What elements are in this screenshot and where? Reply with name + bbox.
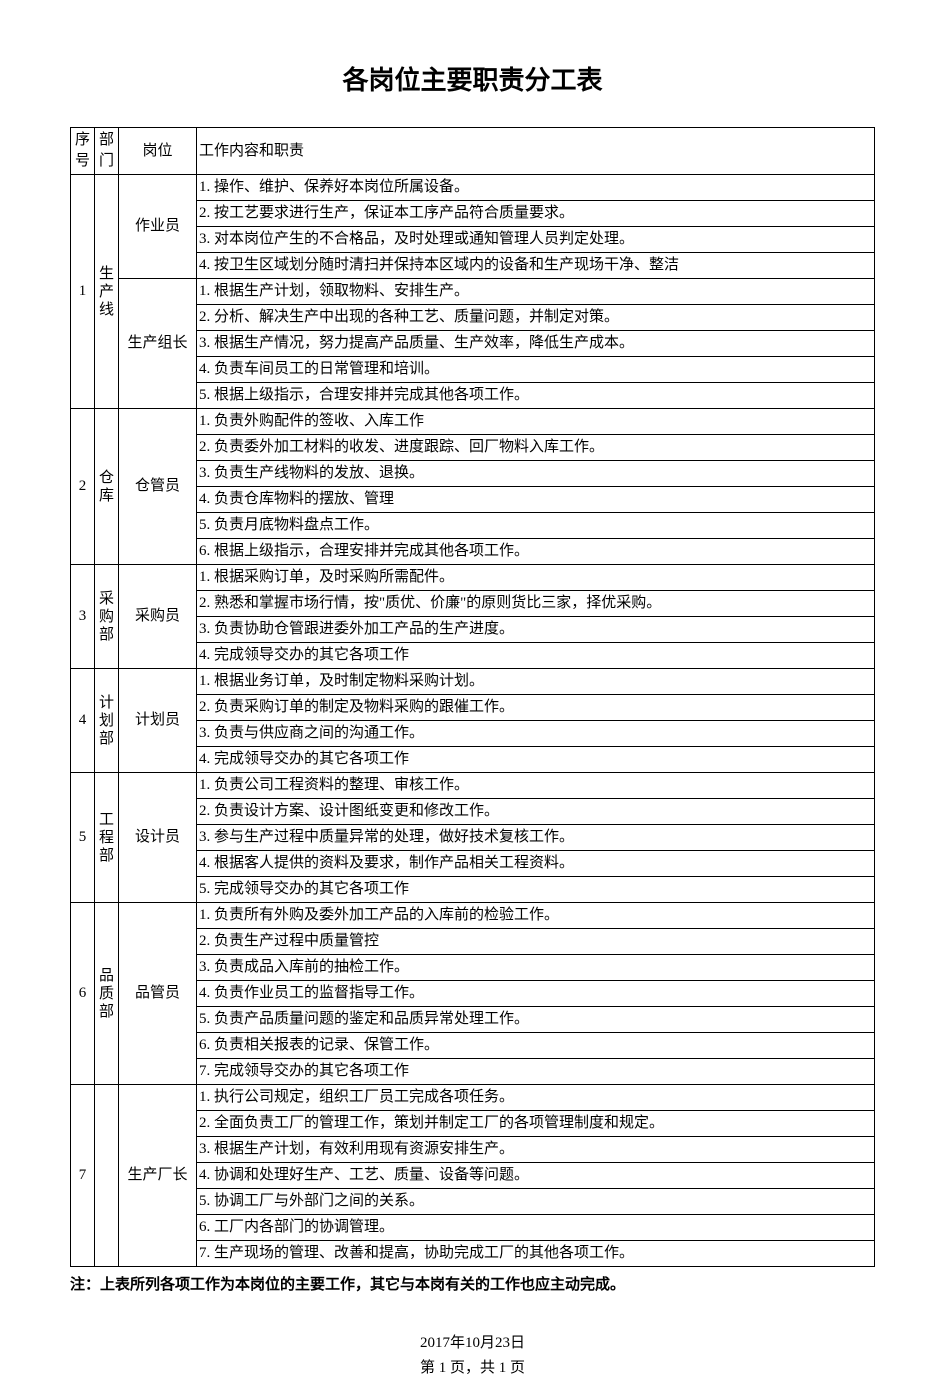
seq-cell: 1 [71,175,95,409]
footnote: 注：上表所列各项工作为本岗位的主要工作，其它与本岗有关的工作也应主动完成。 [70,1275,875,1296]
seq-cell: 7 [71,1085,95,1267]
duty-cell: 2. 全面负责工厂的管理工作，策划并制定工厂的各项管理制度和规定。 [197,1111,875,1137]
header-duty: 工作内容和职责 [197,128,875,175]
duty-cell: 3. 负责协助仓管跟进委外加工产品的生产进度。 [197,617,875,643]
table-row: 生产组长1. 根据生产计划，领取物料、安排生产。 [71,279,875,305]
duty-cell: 4. 按卫生区域划分随时清扫并保持本区域内的设备和生产现场干净、整洁 [197,253,875,279]
duty-cell: 3. 负责成品入库前的抽检工作。 [197,955,875,981]
seq-cell: 2 [71,409,95,565]
duty-cell: 2. 负责委外加工材料的收发、进度跟踪、回厂物料入库工作。 [197,435,875,461]
header-dept: 部门 [95,128,119,175]
duty-cell: 1. 操作、维护、保养好本岗位所属设备。 [197,175,875,201]
duty-cell: 1. 负责外购配件的签收、入库工作 [197,409,875,435]
duty-cell: 6. 负责相关报表的记录、保管工作。 [197,1033,875,1059]
duty-cell: 7. 完成领导交办的其它各项工作 [197,1059,875,1085]
duty-cell: 5. 根据上级指示，合理安排并完成其他各项工作。 [197,383,875,409]
page-number: 第 1 页，共 1 页 [70,1356,875,1377]
position-cell: 品管员 [119,903,197,1085]
duty-cell: 1. 负责公司工程资料的整理、审核工作。 [197,773,875,799]
header-seq: 序号 [71,128,95,175]
position-cell: 生产组长 [119,279,197,409]
seq-cell: 6 [71,903,95,1085]
dept-cell: 仓库 [95,409,119,565]
page-title: 各岗位主要职责分工表 [70,60,875,97]
duty-cell: 2. 熟悉和掌握市场行情，按"质优、价廉"的原则货比三家，择优采购。 [197,591,875,617]
table-row: 2仓库仓管员1. 负责外购配件的签收、入库工作 [71,409,875,435]
duty-cell: 4. 负责仓库物料的摆放、管理 [197,487,875,513]
duty-cell: 1. 根据生产计划，领取物料、安排生产。 [197,279,875,305]
header-position: 岗位 [119,128,197,175]
duty-cell: 6. 根据上级指示，合理安排并完成其他各项工作。 [197,539,875,565]
duty-cell: 1. 根据采购订单，及时采购所需配件。 [197,565,875,591]
table-row: 4计划部计划员1. 根据业务订单，及时制定物料采购计划。 [71,669,875,695]
table-row: 3采购部采购员1. 根据采购订单，及时采购所需配件。 [71,565,875,591]
duty-cell: 2. 负责生产过程中质量管控 [197,929,875,955]
position-cell: 设计员 [119,773,197,903]
duty-cell: 7. 生产现场的管理、改善和提高，协助完成工厂的其他各项工作。 [197,1241,875,1267]
position-cell: 采购员 [119,565,197,669]
dept-cell: 品质部 [95,903,119,1085]
duty-cell: 4. 完成领导交办的其它各项工作 [197,643,875,669]
responsibilities-table: 序号 部门 岗位 工作内容和职责 1生产线作业员1. 操作、维护、保养好本岗位所… [70,127,875,1267]
position-cell: 生产厂长 [119,1085,197,1267]
table-row: 1生产线作业员1. 操作、维护、保养好本岗位所属设备。 [71,175,875,201]
table-row: 7生产厂长1. 执行公司规定，组织工厂员工完成各项任务。 [71,1085,875,1111]
duty-cell: 6. 工厂内各部门的协调管理。 [197,1215,875,1241]
duty-cell: 2. 负责设计方案、设计图纸变更和修改工作。 [197,799,875,825]
duty-cell: 3. 根据生产情况，努力提高产品质量、生产效率，降低生产成本。 [197,331,875,357]
table-row: 5工程部设计员1. 负责公司工程资料的整理、审核工作。 [71,773,875,799]
position-cell: 作业员 [119,175,197,279]
dept-cell: 采购部 [95,565,119,669]
position-cell: 计划员 [119,669,197,773]
dept-cell: 工程部 [95,773,119,903]
duty-cell: 3. 负责生产线物料的发放、退换。 [197,461,875,487]
duty-cell: 5. 负责月底物料盘点工作。 [197,513,875,539]
duty-cell: 5. 协调工厂与外部门之间的关系。 [197,1189,875,1215]
duty-cell: 3. 根据生产计划，有效利用现有资源安排生产。 [197,1137,875,1163]
duty-cell: 4. 协调和处理好生产、工艺、质量、设备等问题。 [197,1163,875,1189]
duty-cell: 4. 根据客人提供的资料及要求，制作产品相关工程资料。 [197,851,875,877]
dept-cell: 计划部 [95,669,119,773]
duty-cell: 2. 负责采购订单的制定及物料采购的跟催工作。 [197,695,875,721]
duty-cell: 3. 对本岗位产生的不合格品，及时处理或通知管理人员判定处理。 [197,227,875,253]
duty-cell: 3. 负责与供应商之间的沟通工作。 [197,721,875,747]
seq-cell: 4 [71,669,95,773]
table-row: 6品质部品管员1. 负责所有外购及委外加工产品的入库前的检验工作。 [71,903,875,929]
duty-cell: 5. 完成领导交办的其它各项工作 [197,877,875,903]
duty-cell: 1. 负责所有外购及委外加工产品的入库前的检验工作。 [197,903,875,929]
position-cell: 仓管员 [119,409,197,565]
duty-cell: 3. 参与生产过程中质量异常的处理，做好技术复核工作。 [197,825,875,851]
duty-cell: 2. 按工艺要求进行生产，保证本工序产品符合质量要求。 [197,201,875,227]
duty-cell: 4. 完成领导交办的其它各项工作 [197,747,875,773]
dept-cell: 生产线 [95,175,119,409]
duty-cell: 5. 负责产品质量问题的鉴定和品质异常处理工作。 [197,1007,875,1033]
dept-cell [95,1085,119,1267]
duty-cell: 4. 负责作业员工的监督指导工作。 [197,981,875,1007]
duty-cell: 2. 分析、解决生产中出现的各种工艺、质量问题，并制定对策。 [197,305,875,331]
date-text: 2017年10月23日 [70,1331,875,1352]
duty-cell: 1. 执行公司规定，组织工厂员工完成各项任务。 [197,1085,875,1111]
seq-cell: 5 [71,773,95,903]
seq-cell: 3 [71,565,95,669]
table-header-row: 序号 部门 岗位 工作内容和职责 [71,128,875,175]
duty-cell: 4. 负责车间员工的日常管理和培训。 [197,357,875,383]
duty-cell: 1. 根据业务订单，及时制定物料采购计划。 [197,669,875,695]
